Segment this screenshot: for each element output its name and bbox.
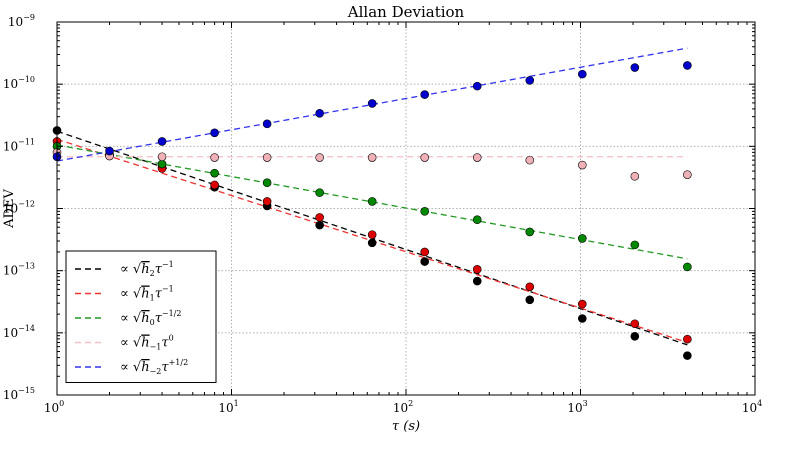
series-4-point	[262, 119, 272, 129]
series-3-point	[525, 155, 535, 165]
series-1-point	[683, 334, 692, 344]
series-1-point	[577, 299, 587, 309]
data-points	[52, 61, 692, 360]
x-tick-label: 100	[44, 399, 64, 415]
series-1-point	[472, 265, 482, 274]
series-2-point	[683, 262, 692, 272]
legend-box	[65, 250, 217, 383]
series-3-point	[157, 152, 167, 162]
y-axis-title: ADEV	[2, 189, 17, 229]
y-tick-label: 10−11	[3, 137, 35, 153]
series-1-point	[525, 282, 535, 292]
series-4-point	[105, 146, 114, 156]
series-3-point	[262, 153, 272, 162]
series-4-point	[420, 90, 430, 99]
series-4-point	[367, 99, 377, 108]
series-1-point	[210, 180, 219, 190]
series-4-point	[157, 137, 167, 146]
legend-label-2: ∝ √h0τ−1/2	[120, 309, 181, 327]
series-0-point	[367, 238, 377, 248]
legend-label-0: ∝ √h2τ−1	[120, 260, 174, 278]
x-tick-label: 101	[218, 399, 238, 415]
series-4-point	[472, 81, 482, 91]
x-axis-title: τ (s)	[392, 419, 420, 434]
series-3-point	[367, 153, 377, 162]
chart-title: Allan Deviation	[347, 3, 465, 21]
y-tick-label: 10−14	[3, 324, 35, 340]
series-3-point	[315, 153, 324, 162]
series-4-point	[315, 108, 324, 118]
series-2-point	[472, 215, 482, 225]
y-tick-label: 10−13	[3, 262, 35, 278]
axis-ticks	[56, 21, 756, 396]
x-tick-label: 104	[742, 399, 762, 415]
series-0-point	[420, 257, 430, 266]
legend: ∝ √h2τ−1 ∝ √h1τ−1 ∝ √h0τ−1/2 ∝ √h−1τ0 ∝ √h−2…	[65, 250, 217, 383]
series-3-point	[472, 153, 482, 162]
series-1-point	[315, 213, 324, 222]
series-2-point	[262, 178, 272, 188]
series-3-point	[210, 153, 219, 162]
x-tick-label: 102	[393, 399, 413, 415]
series-2-point	[577, 234, 587, 243]
series-4-point	[683, 61, 692, 70]
series-0-point	[683, 351, 692, 360]
series-3-point	[577, 160, 587, 170]
series-1-point	[420, 247, 430, 257]
series-2-point	[157, 159, 167, 169]
series-3-point	[630, 171, 640, 181]
series-2-point	[210, 168, 219, 178]
series-2-point	[315, 188, 324, 197]
y-tick-label: 10−15	[3, 386, 35, 402]
series-2-point	[525, 227, 535, 237]
y-tick-label: 10−9	[8, 13, 35, 29]
series-4-point	[577, 69, 587, 79]
series-0-point	[315, 220, 324, 230]
series-1-point	[262, 197, 272, 206]
legend-label-4: ∝ √h−2τ+1/2	[120, 358, 188, 376]
tick-labels: 100 101 102 103 104 10−15 10−14 10−13 10−12 10−11…	[3, 13, 762, 415]
legend-label-1: ∝ √h1τ−1	[120, 285, 174, 303]
series-0-point	[525, 295, 535, 305]
y-tick-label: 10−10	[3, 75, 35, 91]
series-2-point	[630, 240, 640, 250]
series-4-point	[630, 63, 640, 72]
series-0-point	[630, 331, 640, 341]
series-1-point	[630, 319, 640, 329]
series-0-point	[577, 314, 587, 323]
series-4-point	[210, 128, 219, 138]
series-4-point	[525, 76, 535, 85]
series-2-point	[420, 207, 430, 216]
series-0-point	[472, 276, 482, 286]
x-tick-label: 103	[567, 399, 587, 415]
series-1-point	[367, 230, 377, 239]
series-3-point	[683, 170, 692, 179]
series-3-point	[420, 153, 430, 162]
y-tick-label: 10−12	[3, 200, 35, 216]
legend-label-3: ∝ √h−1τ0	[120, 334, 174, 352]
series-2-point	[367, 197, 377, 206]
